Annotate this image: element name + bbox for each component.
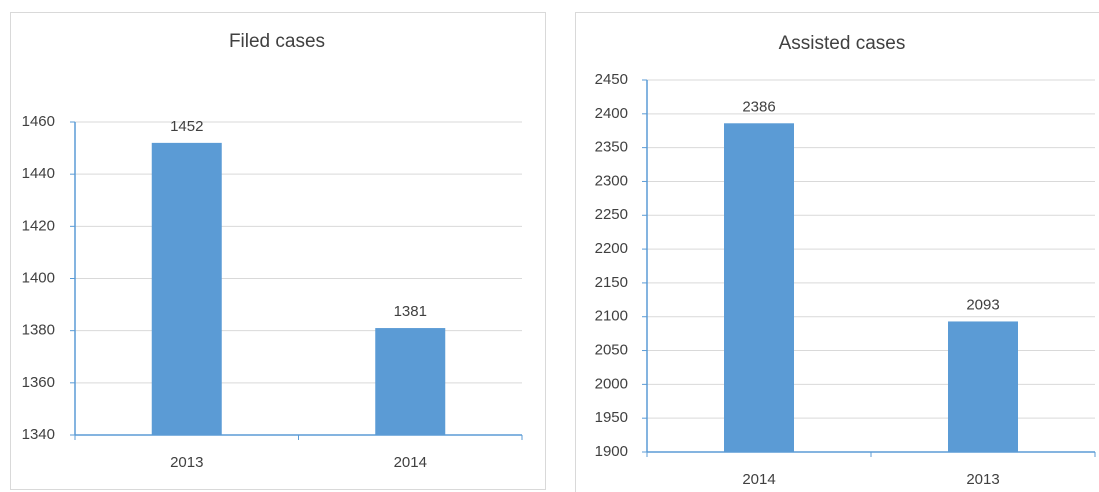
bar bbox=[375, 328, 446, 435]
y-tick-label: 2400 bbox=[595, 105, 628, 122]
y-tick-label: 1420 bbox=[22, 217, 55, 234]
y-tick-label: 1460 bbox=[22, 113, 55, 130]
y-tick-label: 1950 bbox=[595, 409, 628, 426]
bar bbox=[948, 321, 1018, 452]
data-label: 1452 bbox=[170, 118, 203, 135]
x-tick-label: 2014 bbox=[742, 471, 775, 488]
chart-title: Assisted cases bbox=[779, 33, 906, 54]
y-tick-label: 2350 bbox=[595, 139, 628, 156]
y-tick-label: 1900 bbox=[595, 443, 628, 460]
y-tick-label: 2100 bbox=[595, 308, 628, 325]
y-tick-label: 1400 bbox=[22, 269, 55, 286]
bar bbox=[724, 123, 794, 453]
y-tick-label: 1340 bbox=[22, 426, 55, 443]
data-label: 1381 bbox=[394, 303, 427, 320]
x-tick-label: 2013 bbox=[170, 454, 203, 471]
x-tick-label: 2014 bbox=[394, 454, 427, 471]
y-tick-label: 1380 bbox=[22, 322, 55, 339]
y-tick-label: 2250 bbox=[595, 206, 628, 223]
y-tick-label: 2450 bbox=[595, 71, 628, 88]
panel bbox=[575, 12, 1099, 492]
chart-title: Filed cases bbox=[229, 31, 325, 52]
x-tick-label: 2013 bbox=[966, 471, 999, 488]
bar bbox=[151, 142, 222, 435]
y-tick-label: 2050 bbox=[595, 342, 628, 359]
y-tick-label: 2200 bbox=[595, 240, 628, 257]
data-label: 2386 bbox=[742, 98, 775, 115]
y-tick-label: 2300 bbox=[595, 172, 628, 189]
data-label: 2093 bbox=[966, 296, 999, 313]
y-tick-label: 1360 bbox=[22, 374, 55, 391]
y-tick-label: 2000 bbox=[595, 375, 628, 392]
y-tick-label: 1440 bbox=[22, 165, 55, 182]
y-tick-label: 2150 bbox=[595, 274, 628, 291]
panel bbox=[10, 12, 546, 490]
